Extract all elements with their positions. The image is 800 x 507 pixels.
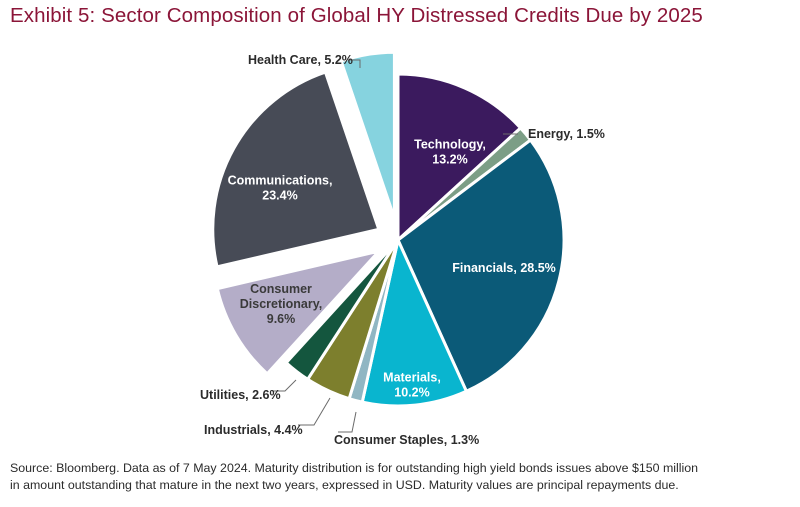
leader-consumer-staples — [338, 411, 357, 433]
leader-utilities — [272, 379, 297, 392]
label-technology: Technology, 13.2% — [414, 138, 486, 167]
chart-title: Exhibit 5: Sector Composition of Global … — [10, 4, 703, 27]
source-footnote: Source: Bloomberg. Data as of 7 May 2024… — [10, 460, 795, 494]
slice-labels: Technology, 13.2% Energy, 1.5% Financials, … — [200, 53, 605, 447]
label-communications: Communications, 23.4% — [228, 174, 333, 203]
label-industrials: Industrials, 4.4% — [204, 423, 303, 437]
pie-slices — [211, 50, 566, 408]
label-consumer-discretionary: Consumer Discretionary, 9.6% — [240, 282, 322, 326]
footnote-line-2: in amount outstanding that mature in the… — [10, 478, 679, 492]
label-energy: Energy, 1.5% — [528, 127, 605, 141]
slice-health-care — [339, 50, 396, 220]
leader-industrials — [298, 397, 331, 426]
label-consumer-staples: Consumer Staples, 1.3% — [334, 433, 479, 447]
label-utilities: Utilities, 2.6% — [200, 388, 281, 402]
slice-communications — [211, 70, 381, 269]
label-health-care: Health Care, 5.2% — [248, 53, 353, 67]
leader-lines — [272, 59, 518, 433]
label-financials: Financials, 28.5% — [452, 261, 556, 275]
label-materials: Materials, 10.2% — [383, 371, 441, 400]
slice-consumer-discretionary — [215, 249, 381, 376]
slice-technology — [396, 72, 523, 242]
leader-health-care — [348, 59, 361, 68]
slice-utilities — [284, 238, 400, 381]
footnote-line-1: Source: Bloomberg. Data as of 7 May 2024… — [10, 461, 699, 475]
slice-materials — [360, 238, 468, 408]
